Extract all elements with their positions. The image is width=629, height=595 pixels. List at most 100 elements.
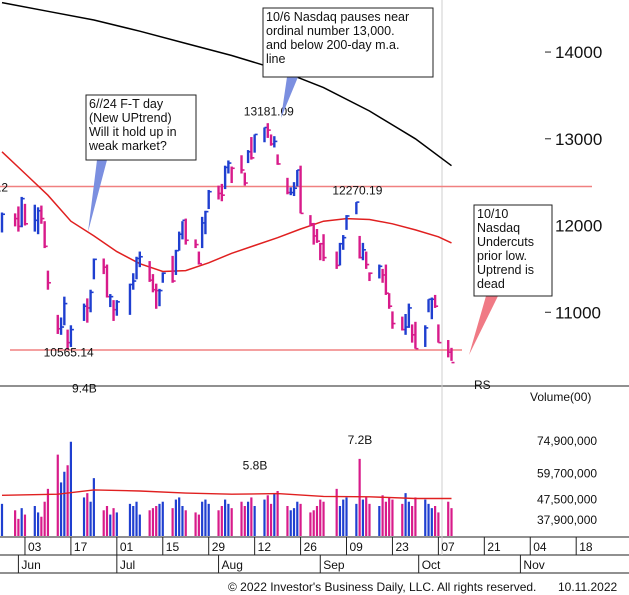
price-bar xyxy=(378,264,383,279)
annotation-text: weak market? xyxy=(88,139,167,153)
price-bar xyxy=(92,258,97,280)
annotation-text: 10/10 xyxy=(477,207,508,221)
price-bar xyxy=(184,218,189,245)
annotation-text: line xyxy=(266,52,286,66)
price-bar xyxy=(69,325,74,347)
month-label: Nov xyxy=(523,558,544,572)
annotation-text: (New UPtrend) xyxy=(89,111,172,125)
annotation-box xyxy=(473,204,553,297)
annotation-text: dead xyxy=(477,277,505,291)
price-bar xyxy=(207,189,212,210)
annotation-text: ordinal number 13,000. xyxy=(266,24,395,38)
price-tick-label: 12000 xyxy=(555,217,602,236)
price-bar xyxy=(23,203,28,226)
price-bar xyxy=(230,166,235,184)
price-bar xyxy=(315,228,320,243)
annotation-pointer xyxy=(281,77,298,118)
annotation: 6//24 F-T day(New UPtrend)Will it hold u… xyxy=(85,94,197,232)
volume-tick-label: 59,700,000 xyxy=(537,466,597,480)
volume-ma-line xyxy=(1,489,452,500)
day-tick-label: 09 xyxy=(350,540,364,554)
price-bar xyxy=(276,154,281,165)
price-bar xyxy=(345,215,350,230)
volume-value-label: 5.8B xyxy=(243,459,268,473)
day-tick-label: 15 xyxy=(166,540,180,554)
price-bar xyxy=(361,242,366,261)
price-bar xyxy=(292,182,298,197)
price-bar xyxy=(20,196,25,228)
day-tick-label: 17 xyxy=(74,540,88,554)
price-bar xyxy=(138,251,143,268)
volume-value-label: 9.4B xyxy=(72,381,97,395)
price-bar xyxy=(0,212,5,233)
day-tick-label: 07 xyxy=(441,540,455,554)
annotation-text: Undercuts xyxy=(477,235,534,249)
price-bar xyxy=(368,272,373,282)
price-tick-label: 14000 xyxy=(555,43,602,62)
month-label: Jun xyxy=(21,558,40,572)
price-tick-label: 11000 xyxy=(555,303,601,322)
price-bar xyxy=(89,289,94,313)
price-tick-label: 13000 xyxy=(555,130,602,149)
price-bar xyxy=(158,288,163,307)
volume-axis-label: Volume(00) xyxy=(530,390,591,404)
price-bar xyxy=(273,136,278,148)
day-tick-label: 21 xyxy=(487,540,501,554)
price-bar xyxy=(240,155,245,174)
price-bar xyxy=(243,172,248,186)
day-tick-label: 26 xyxy=(304,540,318,554)
price-bar xyxy=(197,251,202,265)
price-bar xyxy=(342,235,347,250)
price-bar xyxy=(132,273,137,290)
price-bar xyxy=(59,317,65,335)
month-label: Sep xyxy=(323,558,345,572)
footer-copyright: © 2022 Investor's Business Daily, LLC. A… xyxy=(228,580,536,594)
annotation-text: 6//24 F-T day xyxy=(89,97,164,111)
month-label: Aug xyxy=(222,558,243,572)
footer-date: 10.11.2022 xyxy=(558,580,617,594)
price-bar xyxy=(194,239,199,249)
day-tick-label: 04 xyxy=(533,540,547,554)
volume-tick-label: 47,500,000 xyxy=(537,493,597,507)
price-bar xyxy=(322,234,327,262)
annotation-pointer xyxy=(88,160,107,232)
price-bar xyxy=(227,160,232,174)
price-bar xyxy=(43,221,48,249)
annotation-box xyxy=(85,94,197,161)
price-bar xyxy=(63,296,68,326)
price-value-label: 20.12 xyxy=(0,181,8,195)
annotation-pointer xyxy=(469,296,498,355)
price-value-label: 10565.14 xyxy=(44,346,94,360)
annotation-text: and below 200-day m.a. xyxy=(266,38,399,52)
price-bar xyxy=(414,321,419,350)
ma-50-line xyxy=(1,151,452,273)
volume-value-label: 7.2B xyxy=(348,433,373,447)
price-bar xyxy=(433,294,439,308)
ma-200-line xyxy=(1,1,452,167)
annotation-text: 10/6 Nasdaq pauses near xyxy=(266,10,409,24)
price-bar xyxy=(407,303,412,328)
day-tick-label: 01 xyxy=(120,540,134,554)
day-tick-label: 03 xyxy=(28,540,42,554)
month-label: Oct xyxy=(422,558,441,572)
price-bar xyxy=(250,137,255,160)
price-value-label: 12270.19 xyxy=(332,183,382,197)
volume-tick-label: 74,900,000 xyxy=(537,434,597,448)
annotation-text: Uptrend is xyxy=(477,263,534,277)
volume-tick-label: 37,900,000 xyxy=(537,513,597,527)
price-bar xyxy=(391,311,396,329)
annotation-box xyxy=(262,7,434,78)
price-bar xyxy=(266,123,271,138)
annotation-text: prior low. xyxy=(477,249,527,263)
day-tick-label: 23 xyxy=(395,540,409,554)
price-bar xyxy=(115,300,120,316)
price-bar xyxy=(204,210,209,235)
price-bar xyxy=(299,165,304,215)
price-bar xyxy=(171,255,176,283)
price-bar xyxy=(220,183,225,202)
annotation-text: Nasdaq xyxy=(477,221,520,235)
day-tick-label: 29 xyxy=(212,540,226,554)
price-bar xyxy=(40,205,45,224)
price-bar xyxy=(387,293,393,309)
